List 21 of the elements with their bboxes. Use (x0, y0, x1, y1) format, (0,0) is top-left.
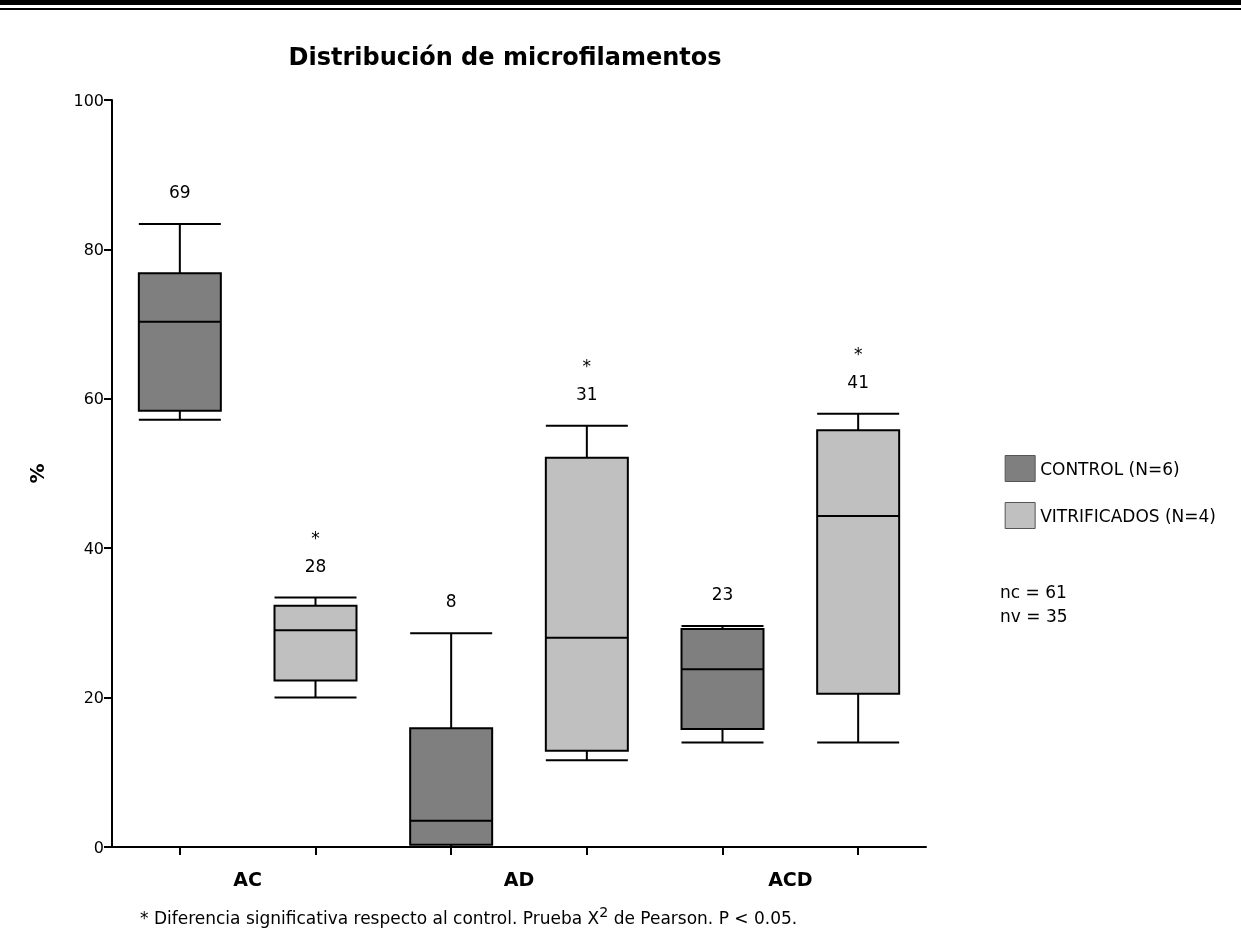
legend-label: CONTROL (N=6) (1040, 458, 1180, 479)
x-tick-label: AC (233, 867, 262, 890)
y-tick-label: 100 (73, 90, 104, 110)
text: * 41 (847, 343, 869, 392)
text: nc = 61 nv = 35 (1000, 581, 1068, 628)
y-axis-title: % (25, 463, 49, 484)
text: 8 (445, 591, 457, 612)
y-tick-label: 40 (83, 538, 104, 558)
y-tick-label: 20 (83, 688, 104, 708)
text: * Diferencia significativa respecto al control. Prueba X$^{2}$ de Pearson. P < 0.05. (140, 903, 798, 930)
x-tick-label: AD (503, 867, 535, 890)
x-tick-label: ACD (768, 867, 813, 890)
y-tick-label: 0 (93, 837, 104, 857)
text: * 28 (304, 527, 327, 576)
y-tick-label: 60 (83, 389, 104, 409)
y-tick-label: 80 (83, 239, 104, 259)
text: 23 (711, 583, 734, 604)
legend-label: VITRIFICADOS (N=4) (1040, 505, 1217, 526)
chart-title: Distribución de microfilamentos (288, 43, 722, 71)
text: * 31 (576, 355, 598, 404)
text: 69 (169, 182, 191, 202)
